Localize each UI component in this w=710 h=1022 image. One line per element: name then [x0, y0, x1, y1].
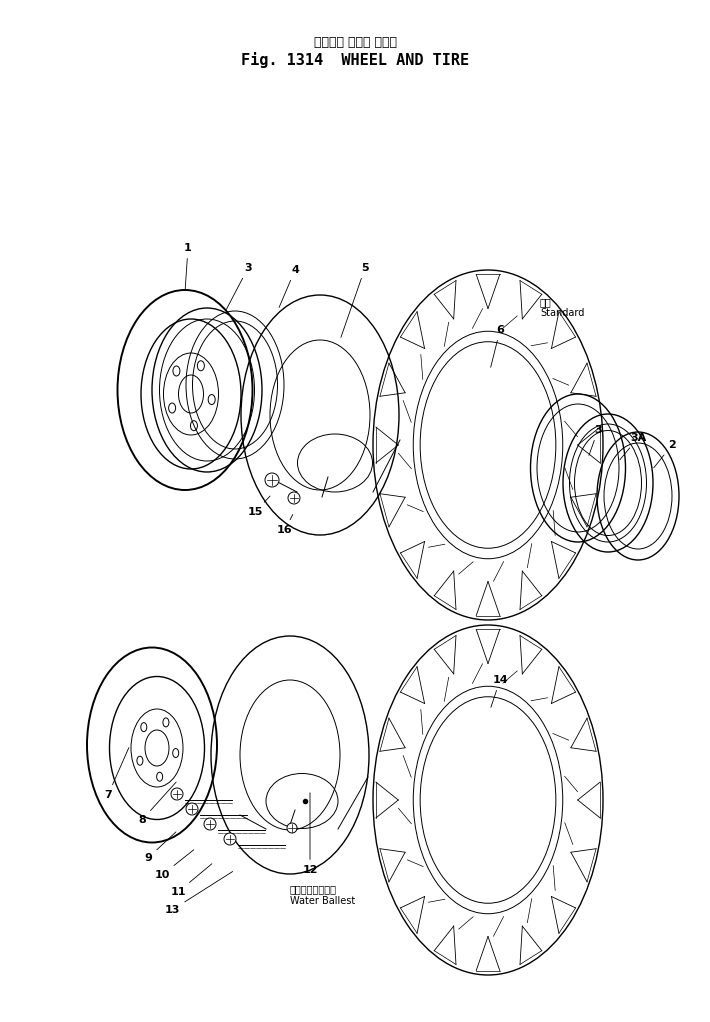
Text: 3: 3 [226, 263, 252, 310]
Text: 標準: 標準 [540, 297, 552, 307]
Text: ウォータバラスト: ウォータバラスト [290, 884, 337, 894]
Ellipse shape [186, 803, 198, 815]
Text: 1: 1 [184, 243, 192, 289]
Text: 11: 11 [170, 864, 212, 897]
Text: 16: 16 [277, 514, 293, 535]
Text: 5: 5 [341, 263, 368, 337]
Ellipse shape [288, 492, 300, 504]
Text: 6: 6 [491, 325, 504, 367]
Text: 7: 7 [104, 747, 129, 800]
Text: 2: 2 [654, 440, 676, 468]
Ellipse shape [204, 818, 216, 830]
Ellipse shape [287, 823, 297, 833]
Text: 8: 8 [138, 782, 176, 825]
Text: 12: 12 [302, 793, 318, 875]
Text: Fig. 1314  WHEEL AND TIRE: Fig. 1314 WHEEL AND TIRE [241, 52, 469, 68]
Text: 10: 10 [154, 849, 194, 880]
Text: 9: 9 [144, 832, 176, 863]
Text: 14: 14 [491, 675, 508, 707]
Text: Standard: Standard [540, 308, 584, 318]
Text: 13: 13 [164, 872, 233, 915]
Ellipse shape [171, 788, 183, 800]
Ellipse shape [265, 473, 279, 487]
Text: 3A: 3A [620, 433, 646, 460]
Text: Water Ballest: Water Ballest [290, 896, 355, 905]
Text: 4: 4 [279, 265, 299, 308]
Text: 15: 15 [247, 496, 270, 517]
Ellipse shape [224, 833, 236, 845]
Text: 3: 3 [589, 425, 602, 456]
Text: ホイール および タイヤ: ホイール および タイヤ [314, 36, 396, 48]
